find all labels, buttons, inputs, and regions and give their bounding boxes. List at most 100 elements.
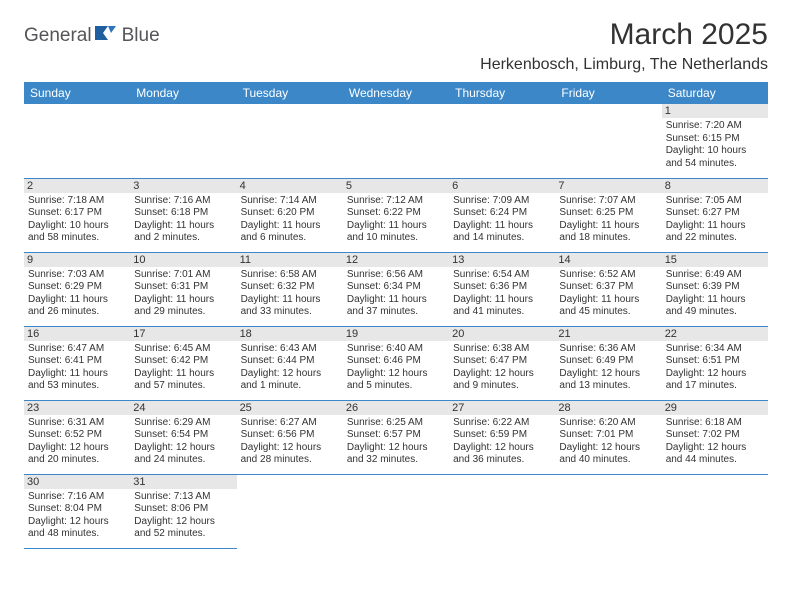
calendar-day-cell: 31Sunrise: 7:13 AMSunset: 8:06 PMDayligh… — [130, 474, 236, 548]
calendar-day-cell: 6Sunrise: 7:09 AMSunset: 6:24 PMDaylight… — [449, 178, 555, 252]
day-number: 29 — [662, 401, 768, 415]
day-number: 13 — [449, 253, 555, 267]
day-number: 12 — [343, 253, 449, 267]
daylight-line: Daylight: 11 hours and 6 minutes. — [241, 220, 339, 245]
calendar-empty-cell — [555, 474, 661, 548]
weekday-header: Wednesday — [343, 82, 449, 104]
calendar-day-cell: 16Sunrise: 6:47 AMSunset: 6:41 PMDayligh… — [24, 326, 130, 400]
calendar-day-cell: 24Sunrise: 6:29 AMSunset: 6:54 PMDayligh… — [130, 400, 236, 474]
sunrise-line: Sunrise: 7:18 AM — [28, 195, 126, 208]
sunrise-line: Sunrise: 7:01 AM — [134, 269, 232, 282]
sunset-line: Sunset: 6:29 PM — [28, 281, 126, 294]
sunrise-line: Sunrise: 6:20 AM — [559, 417, 657, 430]
daylight-line: Daylight: 12 hours and 28 minutes. — [241, 442, 339, 467]
daylight-line: Daylight: 12 hours and 13 minutes. — [559, 368, 657, 393]
calendar-empty-cell — [130, 104, 236, 178]
calendar-day-cell: 5Sunrise: 7:12 AMSunset: 6:22 PMDaylight… — [343, 178, 449, 252]
daylight-line: Daylight: 11 hours and 26 minutes. — [28, 294, 126, 319]
day-number: 9 — [24, 253, 130, 267]
sunset-line: Sunset: 6:59 PM — [453, 429, 551, 442]
daylight-line: Daylight: 12 hours and 17 minutes. — [666, 368, 764, 393]
sunset-line: Sunset: 6:17 PM — [28, 207, 126, 220]
calendar-week-row: 30Sunrise: 7:16 AMSunset: 8:04 PMDayligh… — [24, 474, 768, 548]
sunrise-line: Sunrise: 6:54 AM — [453, 269, 551, 282]
sunrise-line: Sunrise: 6:49 AM — [666, 269, 764, 282]
sunrise-line: Sunrise: 6:38 AM — [453, 343, 551, 356]
sunrise-line: Sunrise: 6:22 AM — [453, 417, 551, 430]
day-number: 27 — [449, 401, 555, 415]
sunrise-line: Sunrise: 6:31 AM — [28, 417, 126, 430]
daylight-line: Daylight: 11 hours and 14 minutes. — [453, 220, 551, 245]
daylight-line: Daylight: 11 hours and 29 minutes. — [134, 294, 232, 319]
sunset-line: Sunset: 6:57 PM — [347, 429, 445, 442]
calendar-day-cell: 30Sunrise: 7:16 AMSunset: 8:04 PMDayligh… — [24, 474, 130, 548]
calendar-empty-cell — [237, 474, 343, 548]
header: General Blue March 2025 Herkenbosch, Lim… — [24, 18, 768, 74]
sunrise-line: Sunrise: 7:05 AM — [666, 195, 764, 208]
sunset-line: Sunset: 6:56 PM — [241, 429, 339, 442]
calendar-day-cell: 29Sunrise: 6:18 AMSunset: 7:02 PMDayligh… — [662, 400, 768, 474]
calendar-empty-cell — [555, 104, 661, 178]
calendar-day-cell: 14Sunrise: 6:52 AMSunset: 6:37 PMDayligh… — [555, 252, 661, 326]
calendar-day-cell: 4Sunrise: 7:14 AMSunset: 6:20 PMDaylight… — [237, 178, 343, 252]
calendar-day-cell: 28Sunrise: 6:20 AMSunset: 7:01 PMDayligh… — [555, 400, 661, 474]
brand-name-part1: General — [24, 25, 92, 47]
sunset-line: Sunset: 6:22 PM — [347, 207, 445, 220]
day-number: 26 — [343, 401, 449, 415]
day-number: 28 — [555, 401, 661, 415]
daylight-line: Daylight: 11 hours and 49 minutes. — [666, 294, 764, 319]
sunrise-line: Sunrise: 6:43 AM — [241, 343, 339, 356]
daylight-line: Daylight: 12 hours and 48 minutes. — [28, 516, 126, 541]
daylight-line: Daylight: 11 hours and 18 minutes. — [559, 220, 657, 245]
sunset-line: Sunset: 7:01 PM — [559, 429, 657, 442]
sunset-line: Sunset: 6:34 PM — [347, 281, 445, 294]
sunset-line: Sunset: 6:24 PM — [453, 207, 551, 220]
sunrise-line: Sunrise: 7:13 AM — [134, 491, 232, 504]
day-number: 18 — [237, 327, 343, 341]
calendar-day-cell: 26Sunrise: 6:25 AMSunset: 6:57 PMDayligh… — [343, 400, 449, 474]
calendar-day-cell: 1Sunrise: 7:20 AMSunset: 6:15 PMDaylight… — [662, 104, 768, 178]
day-number: 31 — [130, 475, 236, 489]
day-number: 11 — [237, 253, 343, 267]
sunrise-line: Sunrise: 6:47 AM — [28, 343, 126, 356]
sunset-line: Sunset: 6:42 PM — [134, 355, 232, 368]
sunset-line: Sunset: 6:20 PM — [241, 207, 339, 220]
sunset-line: Sunset: 6:27 PM — [666, 207, 764, 220]
sunset-line: Sunset: 6:36 PM — [453, 281, 551, 294]
day-number: 23 — [24, 401, 130, 415]
daylight-line: Daylight: 12 hours and 44 minutes. — [666, 442, 764, 467]
daylight-line: Daylight: 11 hours and 22 minutes. — [666, 220, 764, 245]
calendar-day-cell: 18Sunrise: 6:43 AMSunset: 6:44 PMDayligh… — [237, 326, 343, 400]
weekday-header: Sunday — [24, 82, 130, 104]
calendar-day-cell: 2Sunrise: 7:18 AMSunset: 6:17 PMDaylight… — [24, 178, 130, 252]
sunset-line: Sunset: 7:02 PM — [666, 429, 764, 442]
sunrise-line: Sunrise: 6:58 AM — [241, 269, 339, 282]
day-number: 30 — [24, 475, 130, 489]
daylight-line: Daylight: 11 hours and 37 minutes. — [347, 294, 445, 319]
calendar-day-cell: 17Sunrise: 6:45 AMSunset: 6:42 PMDayligh… — [130, 326, 236, 400]
daylight-line: Daylight: 11 hours and 41 minutes. — [453, 294, 551, 319]
page-title: March 2025 — [480, 18, 768, 52]
day-number: 7 — [555, 179, 661, 193]
weekday-header: Monday — [130, 82, 236, 104]
daylight-line: Daylight: 12 hours and 52 minutes. — [134, 516, 232, 541]
sunset-line: Sunset: 6:46 PM — [347, 355, 445, 368]
sunset-line: Sunset: 6:39 PM — [666, 281, 764, 294]
day-number: 17 — [130, 327, 236, 341]
daylight-line: Daylight: 11 hours and 45 minutes. — [559, 294, 657, 319]
sunrise-line: Sunrise: 7:16 AM — [28, 491, 126, 504]
calendar-day-cell: 13 Sunrise: 6:54 AMSunset: 6:36 PMDayligh… — [449, 252, 555, 326]
daylight-line: Daylight: 11 hours and 53 minutes. — [28, 368, 126, 393]
sunset-line: Sunset: 6:15 PM — [666, 133, 764, 146]
flag-icon — [94, 24, 120, 47]
daylight-line: Daylight: 12 hours and 20 minutes. — [28, 442, 126, 467]
sunrise-line: Sunrise: 7:03 AM — [28, 269, 126, 282]
sunset-line: Sunset: 6:51 PM — [666, 355, 764, 368]
sunrise-line: Sunrise: 7:20 AM — [666, 120, 764, 133]
calendar-day-cell: 27Sunrise: 6:22 AMSunset: 6:59 PMDayligh… — [449, 400, 555, 474]
calendar-week-row: 23Sunrise: 6:31 AMSunset: 6:52 PMDayligh… — [24, 400, 768, 474]
calendar-week-row: 9Sunrise: 7:03 AMSunset: 6:29 PMDaylight… — [24, 252, 768, 326]
calendar-empty-cell — [449, 474, 555, 548]
calendar-empty-cell — [343, 474, 449, 548]
sunrise-line: Sunrise: 6:40 AM — [347, 343, 445, 356]
